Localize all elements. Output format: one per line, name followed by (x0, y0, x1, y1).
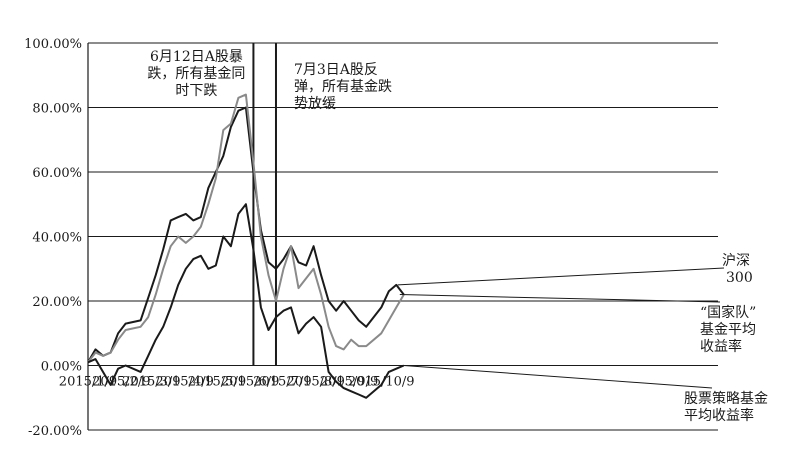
annotation-text: 势放缓 (294, 96, 336, 112)
x-tick-label: 2015/1/9 (59, 375, 117, 390)
series-label: 沪深 (722, 253, 750, 269)
x-tick-label: 2015/5/9 (188, 375, 246, 390)
label-leader (399, 294, 721, 303)
series-label: 股票策略基金 (684, 390, 768, 407)
x-tick-label: 2015/10/9 (348, 375, 415, 390)
label-leader (397, 267, 725, 286)
series-label: 300 (726, 270, 753, 286)
y-tick-label: 40.00% (32, 231, 82, 246)
series-label: 基金平均 (700, 321, 756, 338)
y-tick-label: -20.00% (28, 424, 82, 439)
y-tick-label: 20.00% (32, 295, 82, 310)
series-label: 收益率 (700, 338, 742, 355)
annotation-text: 跌，所有基金同 (147, 65, 245, 82)
series-line-2 (87, 203, 405, 399)
annotation-text: 弹，所有基金跌 (294, 78, 392, 95)
series-label: 平均收益率 (684, 407, 754, 424)
annotation-text: 6月12日A股暴 (150, 49, 243, 65)
series-line-0 (87, 106, 405, 363)
x-tick-label: 2015/6/9 (221, 375, 279, 390)
annotation-text: 时下跌 (175, 83, 217, 99)
y-tick-label: 100.00% (24, 37, 82, 52)
annotation-text: 7月3日A股反 (294, 62, 378, 78)
series-line-1 (87, 93, 405, 363)
x-tick-label: 2015/3/9 (122, 375, 180, 390)
x-tick-label: 2015/8/9 (287, 375, 345, 390)
y-tick-label: 80.00% (32, 102, 82, 117)
x-tick-label: 2015/4/9 (155, 375, 213, 390)
y-tick-label: 60.00% (32, 166, 82, 181)
label-leader (403, 365, 713, 389)
y-tick-label: 0.00% (41, 360, 82, 375)
series-label: “国家队” (700, 304, 756, 321)
x-tick-label: 2015/7/9 (253, 375, 311, 390)
